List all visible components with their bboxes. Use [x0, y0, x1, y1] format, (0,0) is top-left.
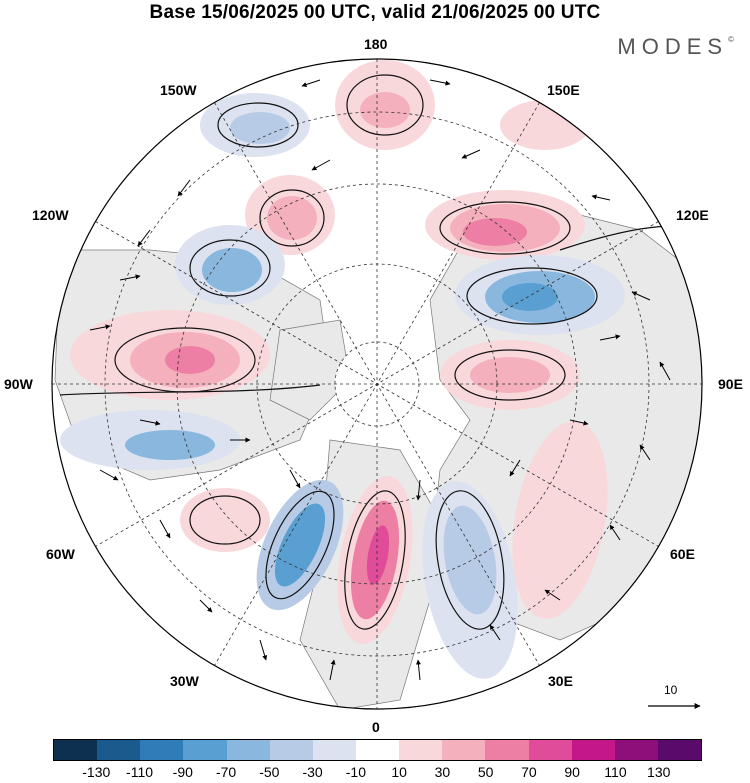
colorbar-tick-label: -30 [302, 764, 323, 780]
colorbar-cell [399, 740, 443, 760]
colorbar-cell [312, 740, 356, 760]
lon-label-180: 180 [364, 36, 388, 52]
colorbar-cell [54, 740, 98, 760]
colorbar-cell [485, 740, 529, 760]
colorbar-tick-label: -10 [345, 764, 366, 780]
colorbar-cell [442, 740, 486, 760]
colorbar [53, 739, 702, 761]
map-disk [52, 59, 702, 709]
lon-label-30e: 30E [548, 673, 573, 689]
anomaly-shading [60, 60, 625, 679]
colorbar-tick-label: -50 [259, 764, 280, 780]
colorbar-tick-label: -130 [82, 764, 111, 780]
colorbar-tick-label: 90 [564, 764, 580, 780]
lon-label-60w: 60W [46, 546, 75, 562]
colorbar-cell [97, 740, 141, 760]
colorbar-cell [571, 740, 615, 760]
lon-label-150e: 150E [547, 82, 580, 98]
map-boundary [51, 58, 703, 710]
colorbar-cell [657, 740, 702, 760]
map-title: Base 15/06/2025 00 UTC, valid 21/06/2025… [149, 2, 601, 23]
colorbar-cell [614, 740, 658, 760]
colorbar-tick-label: 10 [391, 764, 407, 780]
brand-text: MODES [617, 34, 729, 59]
colorbar-tick-label: 70 [521, 764, 537, 780]
lon-label-90w: 90W [4, 376, 33, 392]
lon-label-150w: 150W [160, 82, 197, 98]
colorbar-tick-label: -110 [126, 764, 154, 780]
streamlines [59, 74, 702, 630]
wind-vectors [89, 79, 671, 681]
colorbar-ticks: -130 -110 -90 -70 -50 -30 -10 10 30 50 70 90 110 130 [0, 764, 750, 782]
lon-label-30w: 30W [170, 673, 199, 689]
colorbar-cell [183, 740, 227, 760]
graticule [52, 59, 702, 709]
colorbar-tick-label: -70 [215, 764, 237, 780]
lon-label-60e: 60E [670, 546, 695, 562]
modes-logo: MODES© [617, 34, 734, 60]
colorbar-tick-label: 30 [434, 764, 451, 780]
lon-label-120e: 120E [676, 207, 709, 223]
reference-vector-label: 10 [664, 683, 678, 697]
colorbar-tick-label: -90 [172, 764, 193, 780]
lon-label-90e: 90E [718, 376, 743, 392]
colorbar-cell [226, 740, 270, 760]
colorbar-cell [355, 740, 400, 760]
colorbar-cell [140, 740, 184, 760]
colorbar-cell [528, 740, 572, 760]
colorbar-tick-label: 130 [647, 764, 671, 780]
colorbar-tick-label: 110 [604, 764, 627, 780]
lon-label-0: 0 [372, 719, 380, 735]
colorbar-tick-label: 50 [477, 764, 494, 780]
colorbar-cell [269, 740, 313, 760]
brand-mark: © [728, 34, 734, 44]
lon-label-120w: 120W [32, 207, 69, 223]
